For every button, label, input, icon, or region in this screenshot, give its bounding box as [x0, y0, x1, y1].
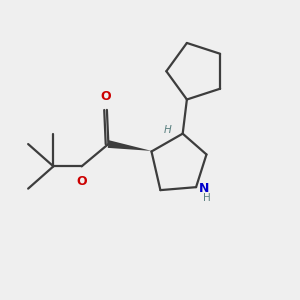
Polygon shape: [108, 140, 152, 151]
Text: N: N: [198, 182, 209, 195]
Text: H: H: [202, 194, 210, 203]
Text: O: O: [76, 175, 87, 188]
Text: O: O: [100, 90, 111, 103]
Text: H: H: [164, 125, 171, 135]
